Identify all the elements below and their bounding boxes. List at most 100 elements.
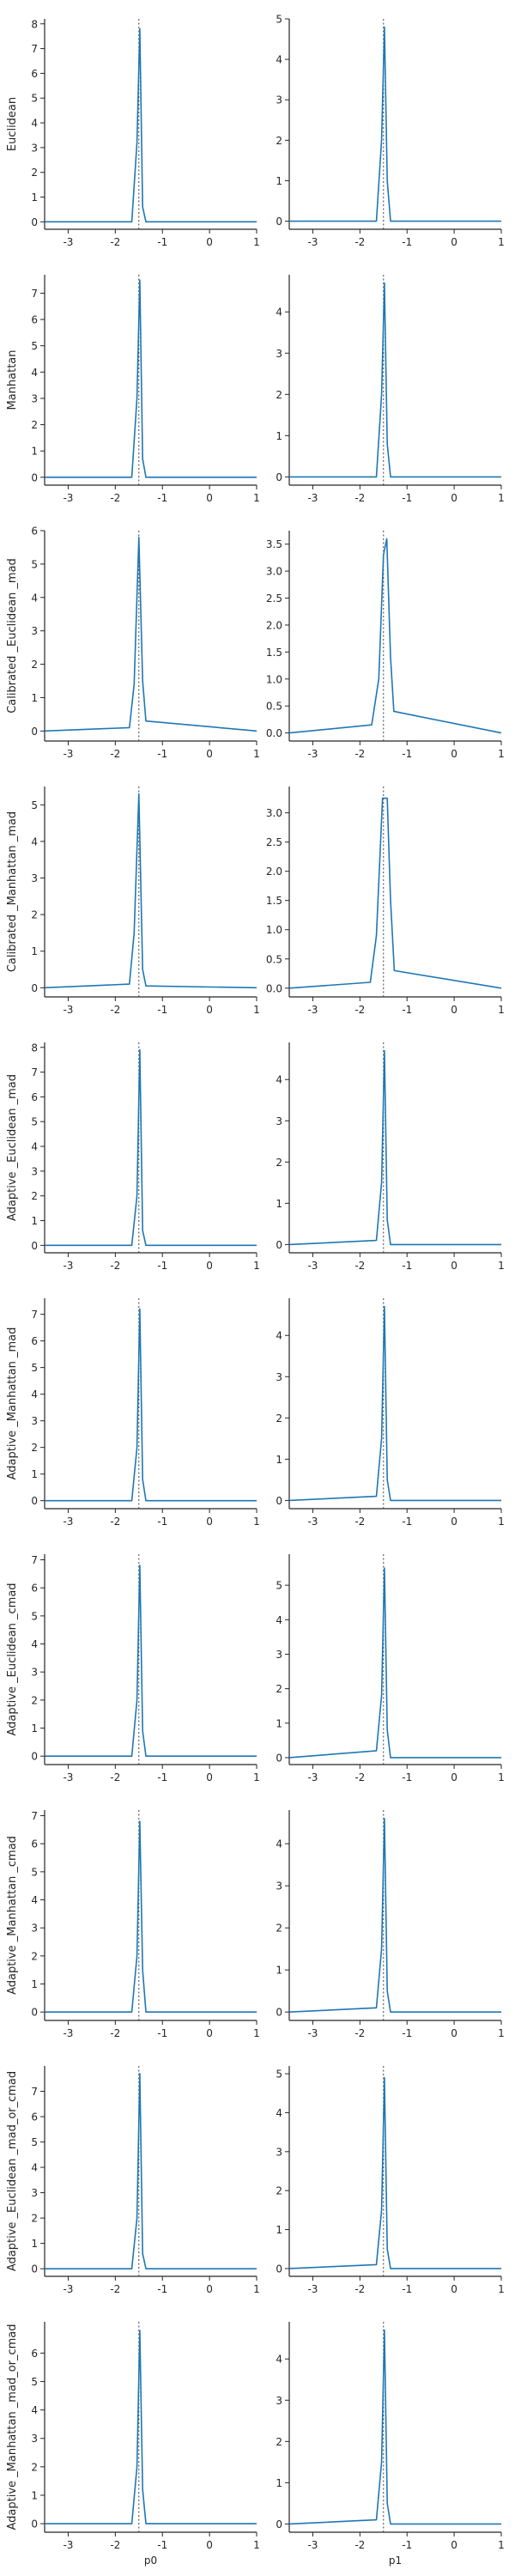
panel-9-0: 0 1 2 3 4 5 6 -3 -2 -1 0 1 [31, 2322, 260, 2551]
x-tick-label: -2 [110, 2027, 120, 2039]
y-tick-label: 3 [276, 2395, 282, 2407]
y-tick-label: 7 [31, 2086, 38, 2098]
y-tick-label: 0 [31, 471, 38, 483]
density-line [45, 2073, 257, 2269]
x-tick-label: -3 [63, 2283, 73, 2295]
y-tick-label: 6 [31, 2111, 38, 2123]
y-tick-label: 0 [276, 2263, 282, 2275]
density-line [289, 26, 501, 222]
x-tick-label: -2 [354, 2027, 365, 2039]
y-tick-label: 2 [276, 1157, 282, 1169]
density-line [45, 2330, 257, 2524]
density-line [288, 538, 502, 734]
x-tick-label: 0 [451, 1771, 457, 1783]
y-tick-label: 0 [276, 471, 282, 483]
y-tick-label: 0 [31, 216, 38, 228]
y-tick-label: 2.0 [266, 619, 282, 631]
y-tick-label: 4 [276, 307, 282, 319]
density-line [288, 2329, 501, 2525]
y-tick-label: 5 [31, 558, 38, 570]
x-tick-label: 0 [206, 2283, 213, 2295]
x-tick-label: -1 [402, 236, 412, 248]
chart-row-3: Calibrated _Manhattan _mad 0 1 2 3 4 5 -3 -2 -1 0 1… [6, 787, 505, 1016]
y-tick-label: 6 [31, 1838, 38, 1850]
chart-row-5: Adaptive _Manhattan _mad 0 1 2 3 4 5 6 7 -3 -2 -1 0 1… [6, 1298, 505, 1528]
y-tick-label: 3 [276, 2146, 282, 2158]
y-tick-label: 3.5 [266, 538, 282, 550]
y-tick-label: 0 [31, 1240, 38, 1252]
y-tick-label: 0.0 [266, 727, 282, 739]
y-tick-label: 0 [276, 2518, 282, 2530]
x-tick-label: 1 [253, 1260, 260, 1272]
chart-row-9: Adaptive _Manhattan _mad_or_cmad 0 1 2 3 4 5 6 -… [6, 2322, 505, 2551]
y-tick-label: 2 [276, 2185, 282, 2197]
y-tick-label: 2 [276, 1923, 282, 1935]
y-tick-label: 3 [276, 1371, 282, 1383]
panel-1-1: 0 1 2 3 4 -3 -2 -1 0 1 [276, 275, 505, 504]
y-tick-label: 1 [31, 1978, 38, 1990]
y-tick-label: 3 [31, 2187, 38, 2199]
y-tick-label: 2 [31, 659, 38, 671]
x-tick-label: -2 [354, 1004, 365, 1016]
x-tick-label: -3 [307, 2283, 318, 2295]
y-tick-label: 5 [31, 93, 38, 105]
y-tick-label: 1 [276, 2477, 282, 2489]
row-label: Adaptive _Euclidean _mad_or_cmad [6, 2071, 19, 2271]
density-line [45, 1564, 257, 1757]
x-tick-label: -3 [63, 2539, 73, 2551]
y-tick-label: 0 [276, 216, 282, 228]
x-tick-label: -2 [354, 2539, 365, 2551]
x-tick-label: -2 [110, 1004, 120, 1016]
x-tick-label: -3 [307, 1516, 318, 1528]
density-line [45, 27, 257, 223]
y-tick-label: 0 [276, 1752, 282, 1764]
x-tick-label: 0 [206, 492, 213, 504]
x-tick-label: 1 [253, 236, 260, 248]
y-tick-label: 2 [31, 2213, 38, 2225]
x-tick-label: 0 [451, 1004, 457, 1016]
y-tick-label: 2 [276, 389, 282, 401]
panel-9-1: 0 1 2 3 4 -3 -2 -1 0 1 [276, 2322, 505, 2551]
row-label: Calibrated _Euclidean _mad [6, 558, 19, 714]
y-tick-label: 7 [31, 288, 38, 300]
y-tick-label: 3 [276, 94, 282, 106]
y-tick-label: 2.5 [266, 592, 282, 605]
x-tick-label: 1 [498, 1004, 505, 1016]
x-tick-label: -3 [63, 2027, 73, 2039]
y-tick-label: 5 [31, 340, 38, 352]
y-tick-label: 3 [31, 1165, 38, 1177]
y-tick-label: 4 [276, 54, 282, 66]
x-tick-label: -2 [110, 2539, 120, 2551]
x-tick-label: -2 [110, 236, 120, 248]
y-tick-label: 0.0 [266, 982, 282, 994]
y-tick-label: 2 [31, 1442, 38, 1454]
y-tick-label: 8 [31, 18, 38, 30]
y-tick-label: 5 [31, 2136, 38, 2148]
x-tick-label: -3 [63, 1771, 73, 1783]
x-tick-label: -2 [354, 1771, 365, 1783]
x-tick-label: 0 [206, 1260, 213, 1272]
y-tick-label: 2 [31, 167, 38, 179]
y-tick-label: 0 [31, 2263, 38, 2275]
y-tick-label: 2 [31, 1950, 38, 1962]
x-tick-label: 1 [498, 2027, 505, 2039]
y-tick-label: 6 [31, 314, 38, 326]
y-tick-label: 1 [276, 430, 282, 442]
y-tick-label: 2 [31, 909, 38, 921]
y-tick-label: 0 [276, 1239, 282, 1251]
x-tick-label: -2 [110, 492, 120, 504]
x-axis-label-p0: p0 [144, 2555, 157, 2567]
y-tick-label: 5 [31, 1866, 38, 1878]
x-tick-label: -1 [402, 2027, 412, 2039]
density-line [44, 793, 258, 989]
y-tick-label: 7 [31, 1309, 38, 1321]
panel-0-0: 0 1 2 3 4 5 6 7 8 -3 -2 -1 0 1 [31, 18, 259, 248]
y-tick-label: 1 [276, 1198, 282, 1210]
y-tick-label: 3 [276, 1880, 282, 1893]
y-tick-label: 4 [31, 835, 38, 848]
density-line [45, 279, 257, 478]
x-tick-label: 0 [451, 2027, 457, 2039]
x-tick-label: 1 [253, 1516, 260, 1528]
y-tick-label: 0.5 [266, 701, 282, 713]
